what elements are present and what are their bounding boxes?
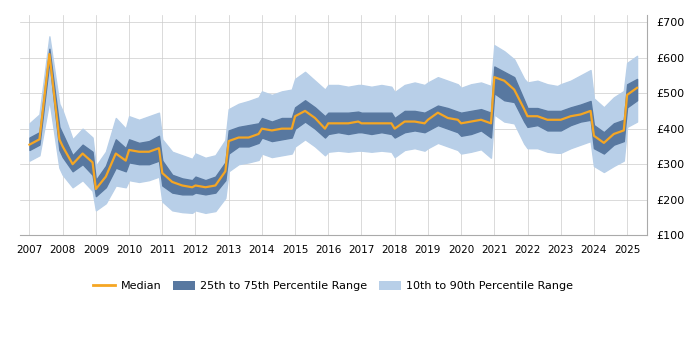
Legend: Median, 25th to 75th Percentile Range, 10th to 90th Percentile Range: Median, 25th to 75th Percentile Range, 1… — [89, 276, 578, 296]
